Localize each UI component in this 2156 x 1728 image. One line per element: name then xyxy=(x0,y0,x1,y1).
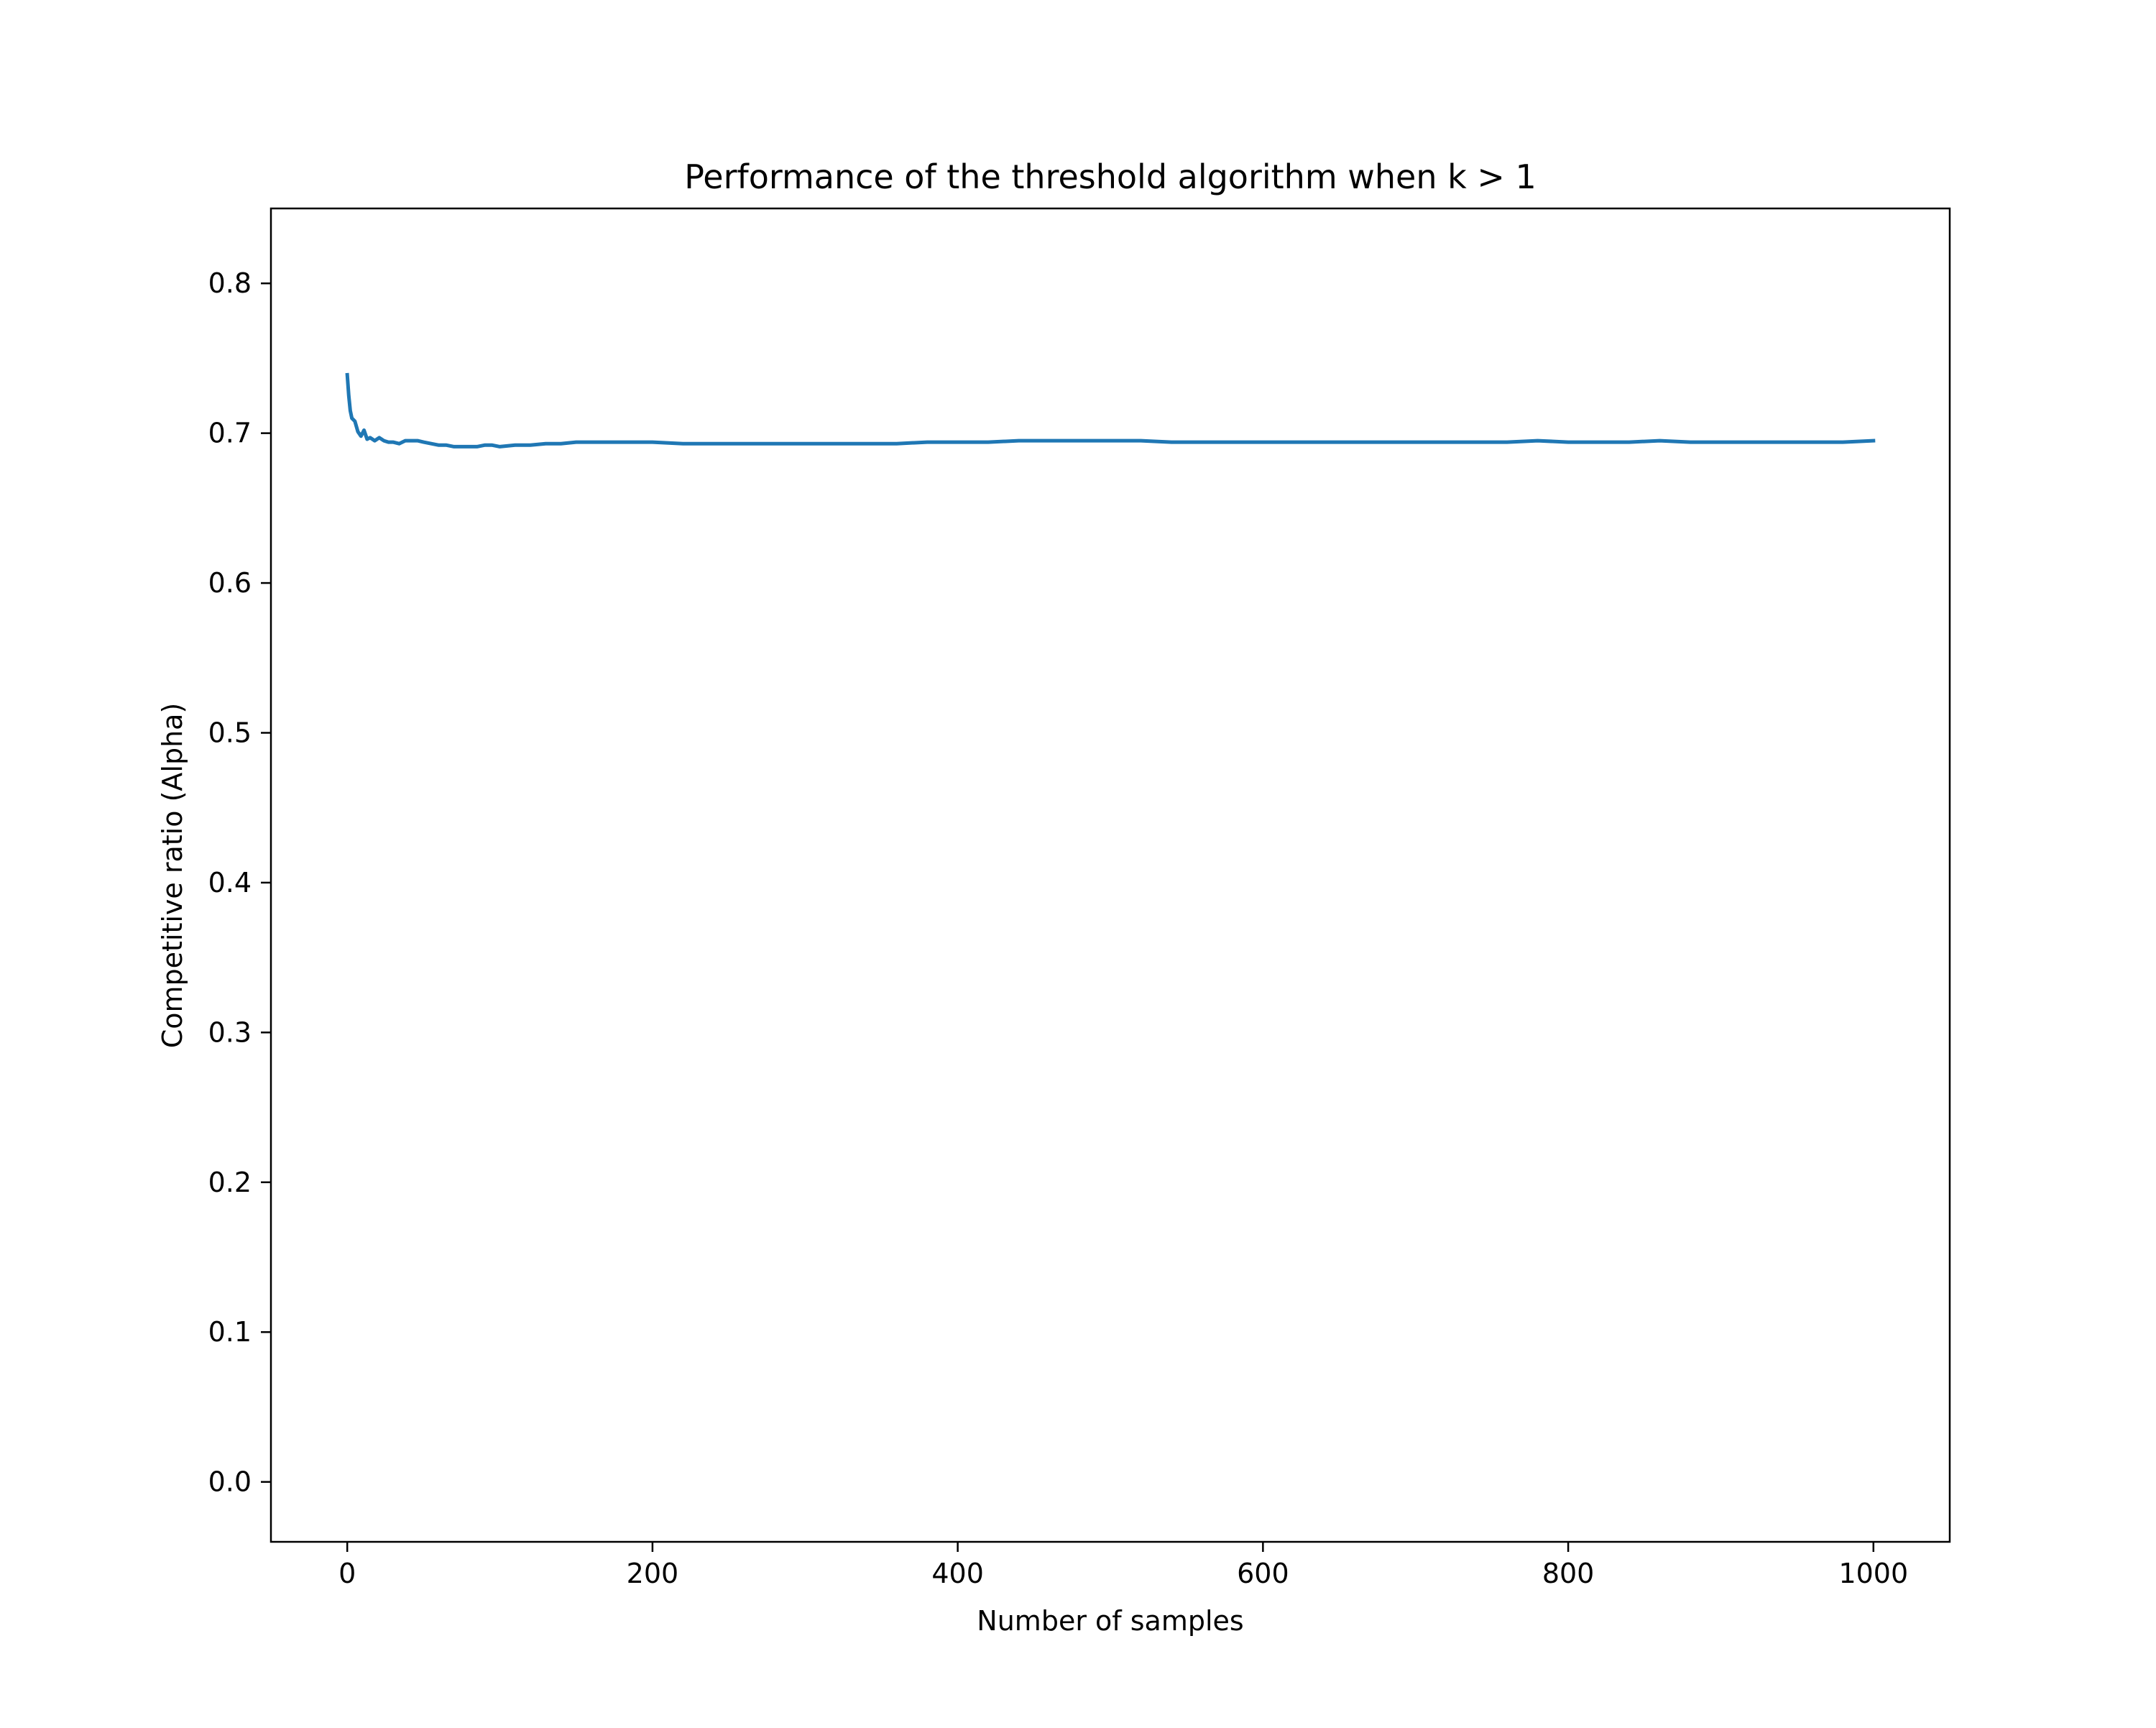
y-tick-label: 0.6 xyxy=(208,567,252,599)
y-axis-label: Competitive ratio (Alpha) xyxy=(157,703,188,1049)
chart-title: Performance of the threshold algorithm w… xyxy=(684,157,1537,196)
y-tick-label: 0.4 xyxy=(208,867,252,899)
series-line-0 xyxy=(345,372,1876,449)
x-axis-label: Number of samples xyxy=(977,1605,1243,1637)
y-tick-label: 0.3 xyxy=(208,1016,252,1048)
x-tick-label: 1000 xyxy=(1838,1558,1908,1589)
y-tick-label: 0.7 xyxy=(208,418,252,449)
x-tick-label: 800 xyxy=(1542,1558,1595,1589)
y-tick-label: 0.2 xyxy=(208,1167,252,1198)
y-tick-label: 0.0 xyxy=(208,1466,252,1498)
x-tick-label: 200 xyxy=(627,1558,679,1589)
x-tick-label: 0 xyxy=(338,1558,356,1589)
x-tick-label: 400 xyxy=(931,1558,984,1589)
plot-frame xyxy=(270,207,1951,1543)
y-tick-label: 0.8 xyxy=(208,267,252,299)
plot-area: 0 200 400 600 800 1000 0.0 0.1 0.2 0.3 0.4 0.5 0.6 0.… xyxy=(208,207,1951,1589)
x-tick-label: 600 xyxy=(1237,1558,1289,1589)
y-tick-label: 0.5 xyxy=(208,717,252,748)
y-tick-label: 0.1 xyxy=(208,1316,252,1348)
